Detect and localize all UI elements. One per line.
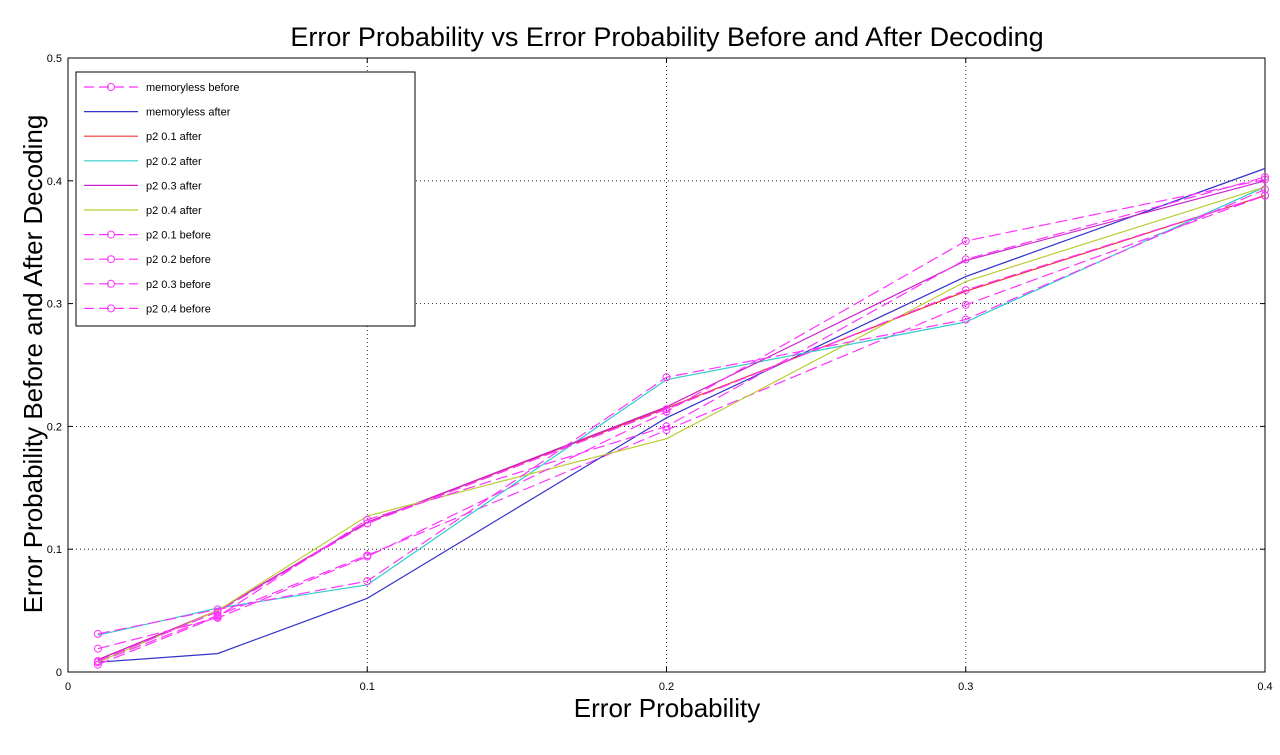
legend-marker — [107, 255, 115, 264]
x-tick-label: 0.2 — [659, 681, 674, 693]
data-point — [662, 407, 671, 416]
legend-item: p2 0.2 after — [84, 156, 202, 168]
legend-label: p2 0.2 after — [146, 156, 202, 168]
series-lines — [93, 167, 1269, 669]
data-point — [363, 552, 372, 561]
data-point — [662, 373, 671, 382]
data-point — [662, 422, 671, 431]
x-tick-label: 0.4 — [1257, 681, 1272, 693]
y-axis-label: Error Probability Before and After Decod… — [18, 115, 48, 614]
legend-label: memoryless after — [146, 107, 231, 119]
legend-label: p2 0.2 before — [146, 254, 211, 266]
series-p2-0-2-after — [97, 186, 1266, 636]
legend: memoryless before memoryless after p2 0.1 … — [75, 71, 416, 327]
series-line — [97, 194, 1266, 662]
data-point — [961, 315, 970, 324]
series-p2-0-4-before — [93, 173, 1269, 669]
legend-label: memoryless before — [146, 82, 240, 94]
series-line — [97, 186, 1266, 663]
data-point — [961, 255, 970, 264]
y-tick-label: 0 — [56, 667, 62, 679]
series-line — [97, 188, 1266, 635]
x-tick-label: 0 — [65, 681, 71, 693]
series-line — [97, 176, 1266, 666]
legend-item: p2 0.3 after — [84, 180, 202, 192]
series-p2-0-3-before — [93, 175, 1269, 653]
x-tick-label: 0.3 — [958, 681, 973, 693]
legend-item: memoryless after — [84, 107, 231, 119]
data-point — [1261, 173, 1269, 182]
legend-item: p2 0.4 before — [84, 303, 211, 315]
data-point — [213, 607, 222, 616]
y-tick-label: 0.3 — [47, 299, 62, 311]
data-point — [1261, 191, 1269, 200]
data-point — [1261, 185, 1269, 194]
legend-item: p2 0.4 after — [84, 205, 202, 217]
legend-item: p2 0.3 before — [84, 279, 211, 291]
legend-label: p2 0.1 before — [146, 230, 211, 242]
x-axis-label: Error Probability — [574, 693, 760, 723]
data-point — [961, 236, 970, 245]
legend-label: p2 0.3 after — [146, 180, 202, 192]
legend-item: p2 0.1 before — [84, 230, 211, 242]
data-point — [1261, 175, 1269, 184]
data-point — [93, 644, 102, 653]
y-tick-label: 0.2 — [47, 421, 62, 433]
data-point — [213, 612, 222, 621]
axis-ticks: 0 0.1 0.2 0.3 0.4 0 0.1 0.2 0.3 0.4 0.5 — [47, 53, 1273, 693]
y-tick-label: 0.5 — [47, 53, 62, 65]
x-tick-label: 0.1 — [360, 681, 375, 693]
y-tick-label: 0.4 — [47, 176, 62, 188]
data-point — [363, 577, 372, 586]
data-point — [93, 660, 102, 669]
data-point — [363, 515, 372, 524]
legend-label: p2 0.4 after — [146, 205, 202, 217]
series-line — [97, 167, 1266, 663]
legend-item: p2 0.1 after — [84, 131, 202, 143]
data-point — [961, 300, 970, 309]
series-p2-0-4-after — [97, 186, 1266, 663]
legend-item: p2 0.2 before — [84, 254, 211, 266]
legend-label: p2 0.3 before — [146, 279, 211, 291]
series-line — [97, 179, 1266, 650]
legend-box — [75, 71, 416, 327]
series-memoryless-after — [97, 167, 1266, 663]
legend-label: p2 0.1 after — [146, 131, 202, 143]
legend-marker — [107, 304, 115, 313]
series-line — [97, 186, 1266, 636]
legend-item: memoryless before — [84, 82, 240, 94]
data-point — [93, 629, 102, 638]
legend-marker — [107, 83, 115, 91]
chart-title: Error Probability vs Error Probability B… — [290, 22, 1043, 52]
legend-marker — [107, 279, 115, 288]
series-p2-0-1-before — [93, 191, 1269, 665]
y-tick-label: 0.1 — [47, 544, 62, 556]
legend-label: p2 0.4 before — [146, 303, 211, 315]
data-point — [961, 286, 970, 295]
legend-marker — [107, 230, 115, 239]
